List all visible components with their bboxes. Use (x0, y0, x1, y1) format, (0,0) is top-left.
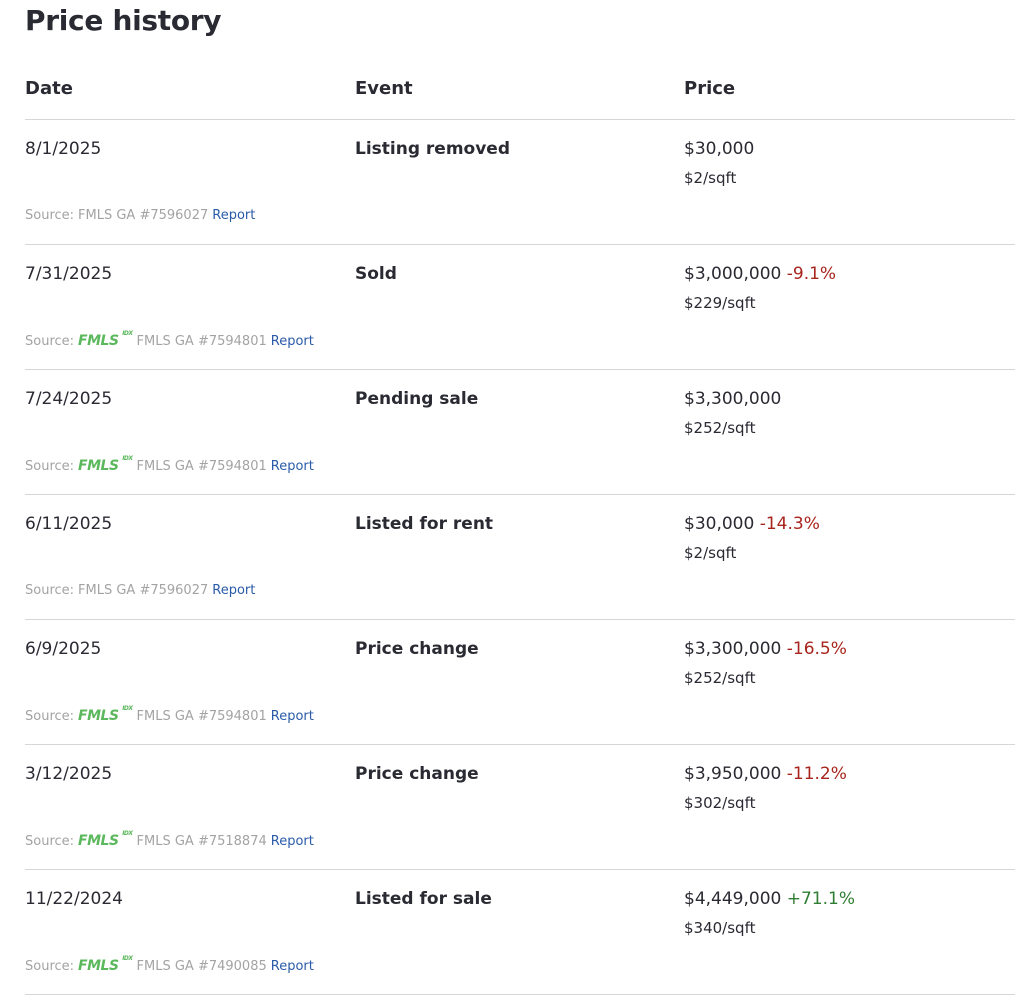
report-link[interactable]: Report (270, 708, 314, 724)
fmls-logo-icon: FMLS IDX (78, 705, 133, 724)
row-price-per-sqft: $340/sqft (684, 919, 756, 937)
report-link[interactable]: Report (270, 958, 314, 974)
row-date: 6/11/2025 (25, 514, 113, 534)
row-date: 3/12/2025 (25, 764, 113, 784)
row-date: 8/1/2025 (25, 139, 102, 159)
row-price-per-sqft: $252/sqft (684, 419, 756, 437)
row-price-per-sqft: $229/sqft (684, 294, 756, 312)
source-label: Source: (25, 708, 75, 724)
row-price-line: $4,449,000 +71.1% (684, 889, 855, 909)
row-price: $3,950,000 (684, 764, 782, 784)
row-source: Source: FMLS IDX FMLS GA #7594801 Report (25, 455, 314, 474)
row-price-per-sqft: $252/sqft (684, 669, 756, 687)
price-history-rows: 8/1/2025 Listing removed $30,000 $2/sqft… (25, 120, 1015, 995)
section-title: Price history (25, 4, 222, 37)
source-label: Source: (25, 833, 75, 849)
table-row: 7/31/2025 Sold $3,000,000 -9.1% $229/sqf… (25, 245, 1015, 370)
source-id: FMLS GA #7594801 (136, 333, 267, 349)
row-price: $3,300,000 (684, 389, 782, 409)
row-source: Source: FMLS GA #7596027 Report (25, 583, 255, 598)
row-price: $4,449,000 (684, 889, 782, 909)
price-change-percent: +71.1% (786, 889, 855, 909)
fmls-logo-icon: FMLS IDX (78, 830, 133, 849)
row-price-per-sqft: $2/sqft (684, 544, 737, 562)
row-price-line: $3,300,000 (684, 389, 781, 409)
source-label: Source: (25, 458, 75, 474)
price-change-percent: -14.3% (759, 514, 820, 534)
row-source: Source: FMLS IDX FMLS GA #7518874 Report (25, 830, 314, 849)
row-event: Listing removed (355, 139, 511, 159)
table-header: Date Event Price (25, 78, 1015, 120)
source-id: FMLS GA #7596027 (78, 583, 209, 598)
header-date: Date (25, 78, 73, 99)
row-price: $3,000,000 (684, 264, 782, 284)
source-label: Source: (25, 333, 75, 349)
row-date: 7/31/2025 (25, 264, 113, 284)
row-date: 6/9/2025 (25, 639, 102, 659)
source-label: Source: (25, 583, 75, 598)
table-row: 8/1/2025 Listing removed $30,000 $2/sqft… (25, 120, 1015, 245)
report-link[interactable]: Report (212, 208, 256, 223)
fmls-logo-icon: FMLS IDX (78, 330, 133, 349)
source-label: Source: (25, 208, 75, 223)
row-price-line: $30,000 (684, 139, 754, 159)
row-price-per-sqft: $302/sqft (684, 794, 756, 812)
table-row: 6/9/2025 Price change $3,300,000 -16.5% … (25, 620, 1015, 745)
row-price-per-sqft: $2/sqft (684, 169, 737, 187)
row-price: $30,000 (684, 514, 755, 534)
price-change-percent: -11.2% (786, 764, 847, 784)
table-row: 11/22/2024 Listed for sale $4,449,000 +7… (25, 870, 1015, 995)
table-row: 3/12/2025 Price change $3,950,000 -11.2%… (25, 745, 1015, 870)
source-id: FMLS GA #7490085 (136, 958, 267, 974)
row-price-line: $3,950,000 -11.2% (684, 764, 847, 784)
report-link[interactable]: Report (212, 583, 256, 598)
row-source: Source: FMLS GA #7596027 Report (25, 208, 255, 223)
row-event: Price change (355, 639, 479, 659)
report-link[interactable]: Report (270, 833, 314, 849)
row-source: Source: FMLS IDX FMLS GA #7490085 Report (25, 955, 314, 974)
header-event: Event (355, 78, 413, 99)
price-change-percent: -9.1% (786, 264, 837, 284)
row-event: Pending sale (355, 389, 479, 409)
table-row: 7/24/2025 Pending sale $3,300,000 $252/s… (25, 370, 1015, 495)
header-price: Price (684, 78, 736, 99)
row-price-line: $3,300,000 -16.5% (684, 639, 847, 659)
price-change-percent: -16.5% (786, 639, 847, 659)
row-price-line: $30,000 -14.3% (684, 514, 820, 534)
row-event: Listed for sale (355, 889, 492, 909)
row-source: Source: FMLS IDX FMLS GA #7594801 Report (25, 705, 314, 724)
source-label: Source: (25, 958, 75, 974)
source-id: FMLS GA #7518874 (136, 833, 267, 849)
report-link[interactable]: Report (270, 333, 314, 349)
fmls-logo-icon: FMLS IDX (78, 955, 133, 974)
row-date: 7/24/2025 (25, 389, 113, 409)
source-id: FMLS GA #7594801 (136, 458, 267, 474)
row-date: 11/22/2024 (25, 889, 123, 909)
source-id: FMLS GA #7596027 (78, 208, 209, 223)
table-row: 6/11/2025 Listed for rent $30,000 -14.3%… (25, 495, 1015, 620)
row-price-line: $3,000,000 -9.1% (684, 264, 836, 284)
row-event: Listed for rent (355, 514, 494, 534)
row-price: $30,000 (684, 139, 755, 159)
report-link[interactable]: Report (270, 458, 314, 474)
source-id: FMLS GA #7594801 (136, 708, 267, 724)
row-event: Sold (355, 264, 397, 284)
fmls-logo-icon: FMLS IDX (78, 455, 133, 474)
row-event: Price change (355, 764, 479, 784)
row-price: $3,300,000 (684, 639, 782, 659)
row-source: Source: FMLS IDX FMLS GA #7594801 Report (25, 330, 314, 349)
